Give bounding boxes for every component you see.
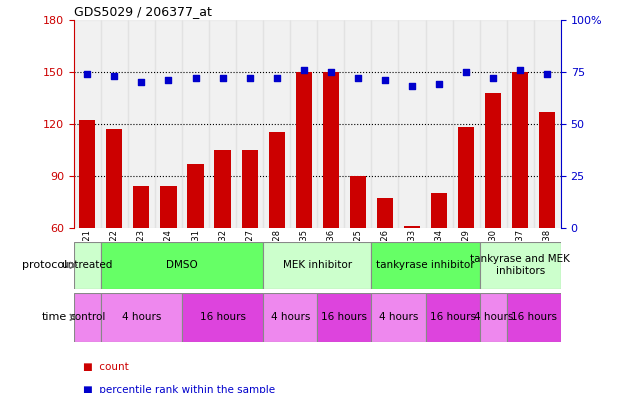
Bar: [534, 20, 561, 228]
Point: [137, 79, 147, 85]
Text: tankyrase and MEK
inhibitors: tankyrase and MEK inhibitors: [470, 255, 570, 276]
Text: 4 hours: 4 hours: [379, 312, 418, 322]
Text: untreated: untreated: [62, 260, 113, 270]
Bar: [242, 150, 258, 228]
FancyBboxPatch shape: [74, 242, 101, 289]
Point: [299, 66, 309, 73]
Bar: [377, 198, 393, 228]
FancyBboxPatch shape: [263, 293, 317, 342]
Bar: [187, 164, 204, 228]
Text: ■  count: ■ count: [83, 362, 129, 371]
FancyBboxPatch shape: [507, 293, 561, 342]
Text: 4 hours: 4 hours: [474, 312, 513, 322]
Text: 16 hours: 16 hours: [321, 312, 367, 322]
FancyBboxPatch shape: [371, 242, 479, 289]
Bar: [296, 72, 312, 228]
Bar: [106, 129, 122, 228]
FancyBboxPatch shape: [74, 293, 101, 342]
Bar: [512, 72, 528, 228]
Point: [407, 83, 417, 90]
Text: GDS5029 / 206377_at: GDS5029 / 206377_at: [74, 6, 212, 18]
Point: [326, 68, 336, 75]
Bar: [182, 20, 209, 228]
Text: protocol: protocol: [22, 260, 67, 270]
Bar: [133, 186, 149, 228]
Point: [542, 71, 553, 77]
Text: 4 hours: 4 hours: [271, 312, 310, 322]
Bar: [290, 20, 317, 228]
Bar: [344, 20, 371, 228]
Bar: [507, 20, 534, 228]
Text: time: time: [42, 312, 67, 322]
FancyBboxPatch shape: [182, 293, 263, 342]
Bar: [209, 20, 236, 228]
Text: control: control: [69, 312, 105, 322]
Bar: [485, 93, 501, 228]
Bar: [74, 20, 101, 228]
FancyBboxPatch shape: [263, 242, 371, 289]
Point: [272, 75, 282, 81]
Bar: [317, 20, 344, 228]
Point: [244, 75, 254, 81]
Bar: [263, 20, 290, 228]
Point: [380, 77, 390, 83]
Point: [109, 73, 119, 79]
Point: [353, 75, 363, 81]
Text: ■  percentile rank within the sample: ■ percentile rank within the sample: [83, 385, 276, 393]
Bar: [371, 20, 399, 228]
Point: [461, 68, 471, 75]
Point: [488, 75, 498, 81]
Bar: [236, 20, 263, 228]
Bar: [539, 112, 556, 228]
Text: 4 hours: 4 hours: [122, 312, 161, 322]
Text: 16 hours: 16 hours: [429, 312, 476, 322]
Bar: [128, 20, 155, 228]
Bar: [479, 20, 507, 228]
Text: tankyrase inhibitor: tankyrase inhibitor: [376, 260, 475, 270]
Bar: [322, 72, 339, 228]
Bar: [404, 226, 420, 228]
Bar: [160, 186, 176, 228]
Bar: [431, 193, 447, 228]
Point: [434, 81, 444, 87]
FancyBboxPatch shape: [101, 293, 182, 342]
Bar: [101, 20, 128, 228]
Bar: [350, 176, 366, 228]
Bar: [458, 127, 474, 228]
Text: DMSO: DMSO: [166, 260, 198, 270]
FancyBboxPatch shape: [317, 293, 371, 342]
Point: [190, 75, 201, 81]
Text: 16 hours: 16 hours: [511, 312, 557, 322]
FancyBboxPatch shape: [479, 242, 561, 289]
Bar: [399, 20, 426, 228]
Point: [82, 71, 92, 77]
FancyBboxPatch shape: [426, 293, 479, 342]
Bar: [155, 20, 182, 228]
Point: [217, 75, 228, 81]
Bar: [215, 150, 231, 228]
Point: [515, 66, 526, 73]
FancyBboxPatch shape: [479, 293, 507, 342]
Bar: [426, 20, 453, 228]
Point: [163, 77, 174, 83]
Bar: [453, 20, 479, 228]
Bar: [79, 120, 96, 228]
FancyBboxPatch shape: [371, 293, 426, 342]
Text: 16 hours: 16 hours: [199, 312, 246, 322]
FancyBboxPatch shape: [101, 242, 263, 289]
Text: MEK inhibitor: MEK inhibitor: [283, 260, 352, 270]
Bar: [269, 132, 285, 228]
